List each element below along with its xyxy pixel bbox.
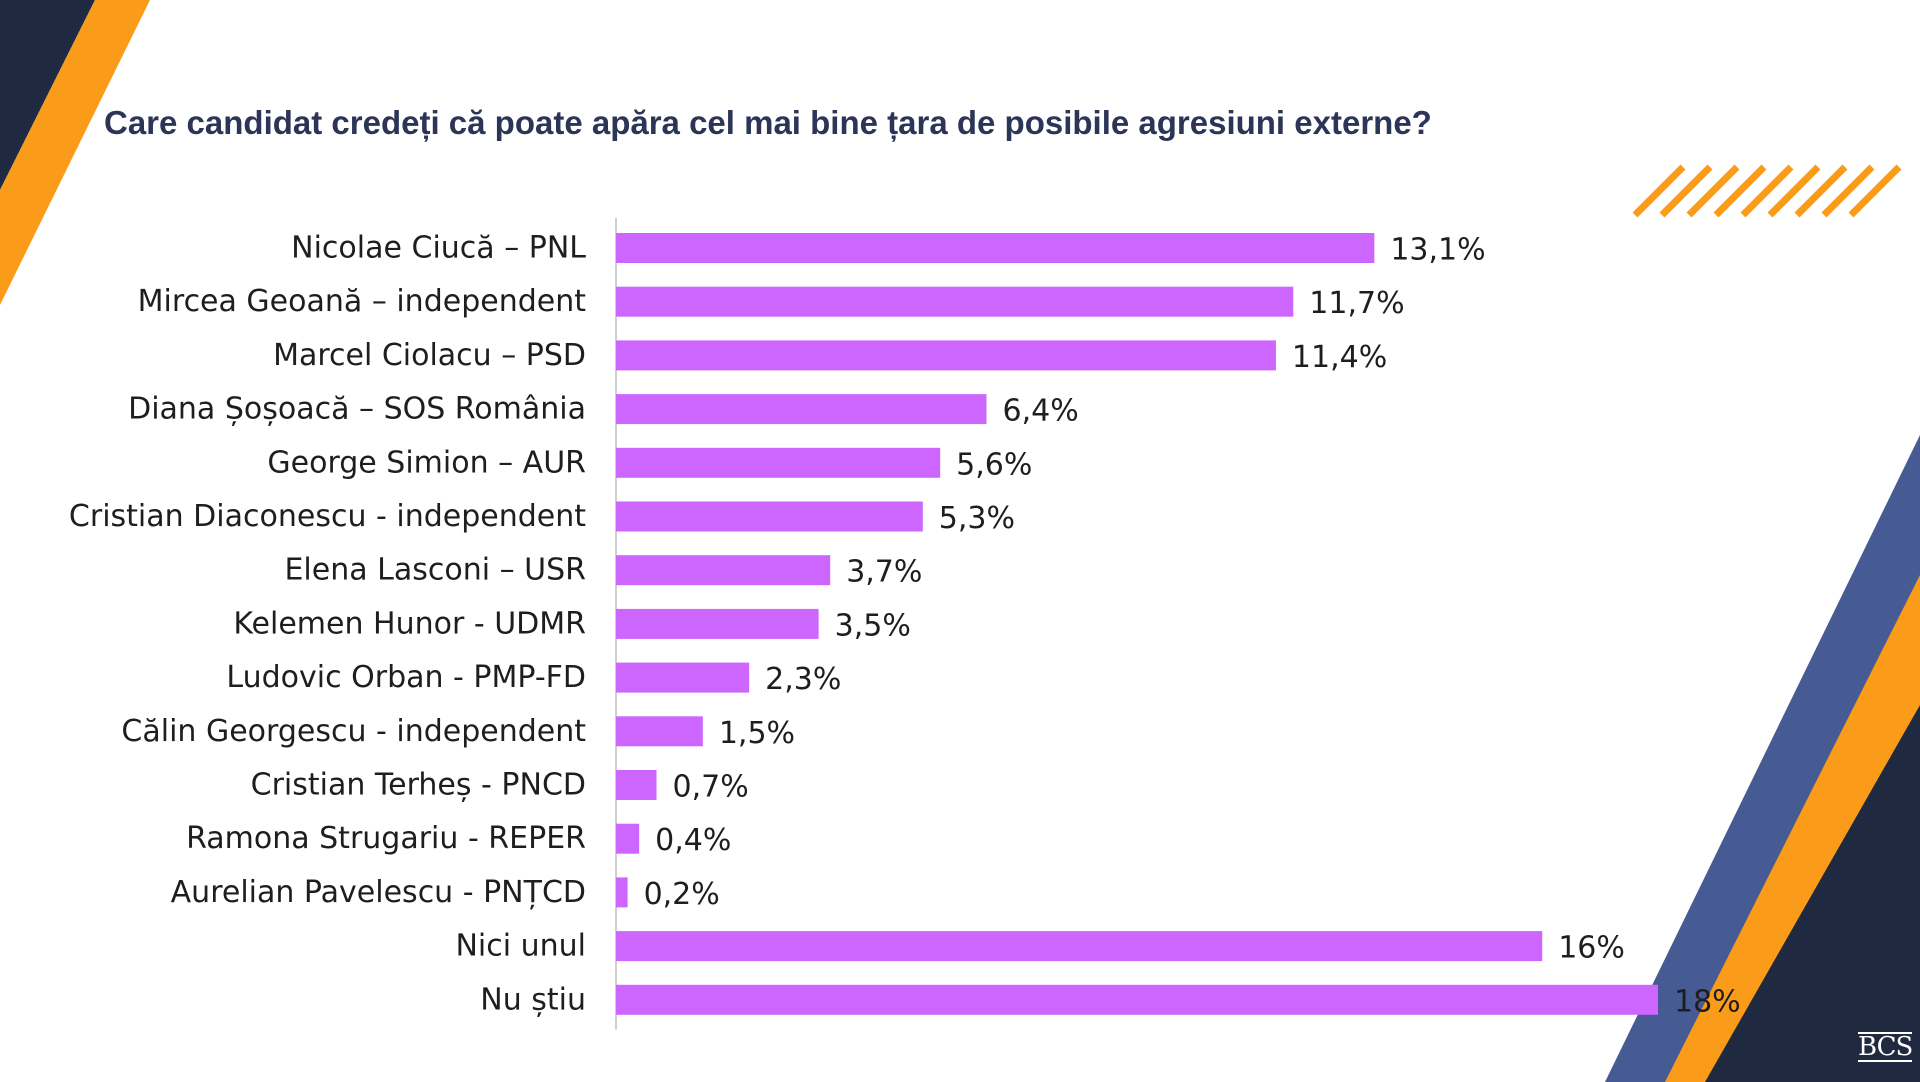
category-label: Ramona Strugariu - REPER — [186, 821, 586, 856]
bar — [616, 662, 750, 693]
category-label: Călin Georgescu - independent — [121, 714, 586, 749]
bar — [616, 340, 1276, 371]
category-label: George Simion – AUR — [267, 445, 586, 480]
category-label: Mircea Geoană – independent — [138, 284, 587, 319]
data-label: 18% — [1674, 984, 1741, 1019]
category-label: Cristian Terheș - PNCD — [251, 768, 586, 803]
data-label: 2,3% — [765, 662, 841, 697]
chart-title: Care candidat credeți că poate apăra cel… — [104, 104, 1432, 141]
category-label: Nu știu — [480, 982, 586, 1017]
category-label: Elena Lasconi – USR — [284, 553, 586, 588]
data-label: 11,4% — [1292, 340, 1387, 375]
bar — [616, 770, 657, 800]
orange-hatch-decoration — [1632, 164, 1902, 218]
data-label: 3,7% — [846, 555, 922, 590]
bar — [616, 931, 1543, 962]
data-label: 0,7% — [673, 770, 749, 805]
data-label: 0,2% — [644, 877, 720, 912]
category-label: Diana Șoșoacă – SOS România — [128, 392, 586, 427]
bar — [616, 823, 640, 854]
data-label: 5,3% — [939, 501, 1015, 536]
category-label: Kelemen Hunor - UDMR — [233, 606, 586, 641]
data-label: 13,1% — [1390, 233, 1485, 268]
category-label: Marcel Ciolacu – PSD — [273, 338, 586, 373]
data-label: 6,4% — [1002, 394, 1078, 429]
bar — [616, 716, 703, 747]
data-label: 16% — [1558, 931, 1625, 966]
category-label: Aurelian Pavelescu - PNȚCD — [171, 875, 586, 910]
data-label: 1,5% — [719, 716, 795, 751]
bar — [616, 555, 831, 586]
category-label: Cristian Diaconescu - independent — [69, 499, 586, 534]
top-left-orange-stripe — [0, 0, 150, 305]
data-label: 11,7% — [1309, 286, 1404, 321]
data-label: 5,6% — [956, 447, 1032, 482]
category-label: Nici unul — [455, 929, 586, 964]
bottom-right-navy-corner — [1705, 705, 1920, 1082]
bcs-logo: BCS — [1858, 1032, 1913, 1062]
bar — [616, 233, 1375, 263]
bar — [616, 286, 1294, 317]
category-label: Ludovic Orban - PMP-FD — [226, 660, 586, 695]
category-label: Nicolae Ciucă – PNL — [291, 231, 586, 266]
bar — [616, 608, 819, 639]
bar — [616, 501, 923, 532]
data-label: 0,4% — [655, 823, 731, 858]
bar — [616, 394, 987, 425]
bar — [616, 877, 628, 908]
data-label: 3,5% — [835, 608, 911, 643]
bar — [616, 447, 941, 478]
bar — [616, 984, 1658, 1015]
